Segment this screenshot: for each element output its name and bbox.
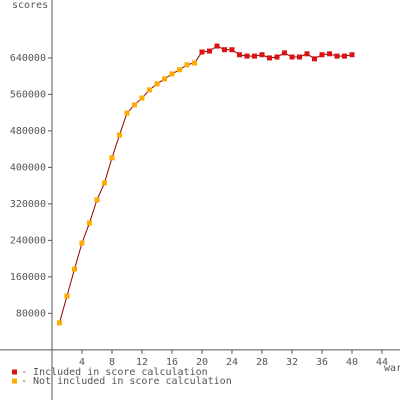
x-tick-label: 32 [286,357,298,368]
line-segment [104,157,113,184]
line-segment [66,268,75,297]
point [116,132,122,138]
point [319,52,325,58]
point [56,320,62,326]
point [161,76,167,82]
x-tick-label: 28 [256,357,268,368]
legend-label: - Included in score calculation [21,367,208,378]
legend-label: - Not included in score calculation [21,376,232,387]
point [259,52,265,58]
y-tick-label: 640000 [10,53,46,64]
y-tick-label: 560000 [10,89,46,100]
y-tick-label: 240000 [10,235,46,246]
line-segment [96,182,105,200]
point [274,54,280,60]
point [296,54,302,60]
point [341,53,347,59]
x-axis-label: war [384,363,400,374]
point [94,197,100,203]
line-segment [73,242,83,270]
point [229,47,235,53]
point [139,95,145,101]
point [326,51,332,57]
point [304,51,310,57]
y-tick-label: 480000 [10,126,46,137]
point [251,53,257,59]
point [266,55,272,61]
x-tick-label: 24 [226,357,238,368]
y-axis-label: scores [12,0,48,11]
x-tick-label: 4 [79,357,85,368]
line-segment [81,222,90,244]
point [109,155,115,161]
point [184,62,190,68]
legend-marker [12,369,17,375]
point [71,266,77,272]
point [124,110,130,116]
point [146,87,152,93]
point [86,220,92,226]
point [131,102,137,108]
point [334,53,340,59]
x-tick-label: 44 [376,357,388,368]
y-tick-label: 80000 [16,308,46,319]
legend-marker [12,378,17,384]
point [289,54,295,60]
point [349,52,355,58]
point [199,49,205,55]
point [221,47,227,53]
x-tick-label: 36 [316,357,328,368]
x-tick-label: 16 [166,357,178,368]
point [154,81,160,87]
point [281,50,287,56]
point [169,71,175,77]
y-tick-label: 160000 [10,272,46,283]
line-segment [111,134,120,158]
point [206,48,212,54]
point [214,43,220,49]
y-tick-label: 400000 [10,162,46,173]
point [176,67,182,73]
point [101,180,107,186]
x-tick-label: 20 [196,357,208,368]
point [236,52,242,58]
point [64,293,70,299]
x-tick-label: 8 [109,357,115,368]
point [311,56,317,62]
line-segment [58,295,68,324]
point [244,53,250,59]
x-tick-label: 12 [136,357,148,368]
y-tick-label: 320000 [10,199,46,210]
point [79,240,85,246]
line-segment [89,199,98,224]
x-tick-label: 40 [346,357,358,368]
line-segment [119,112,128,136]
point [191,60,197,66]
